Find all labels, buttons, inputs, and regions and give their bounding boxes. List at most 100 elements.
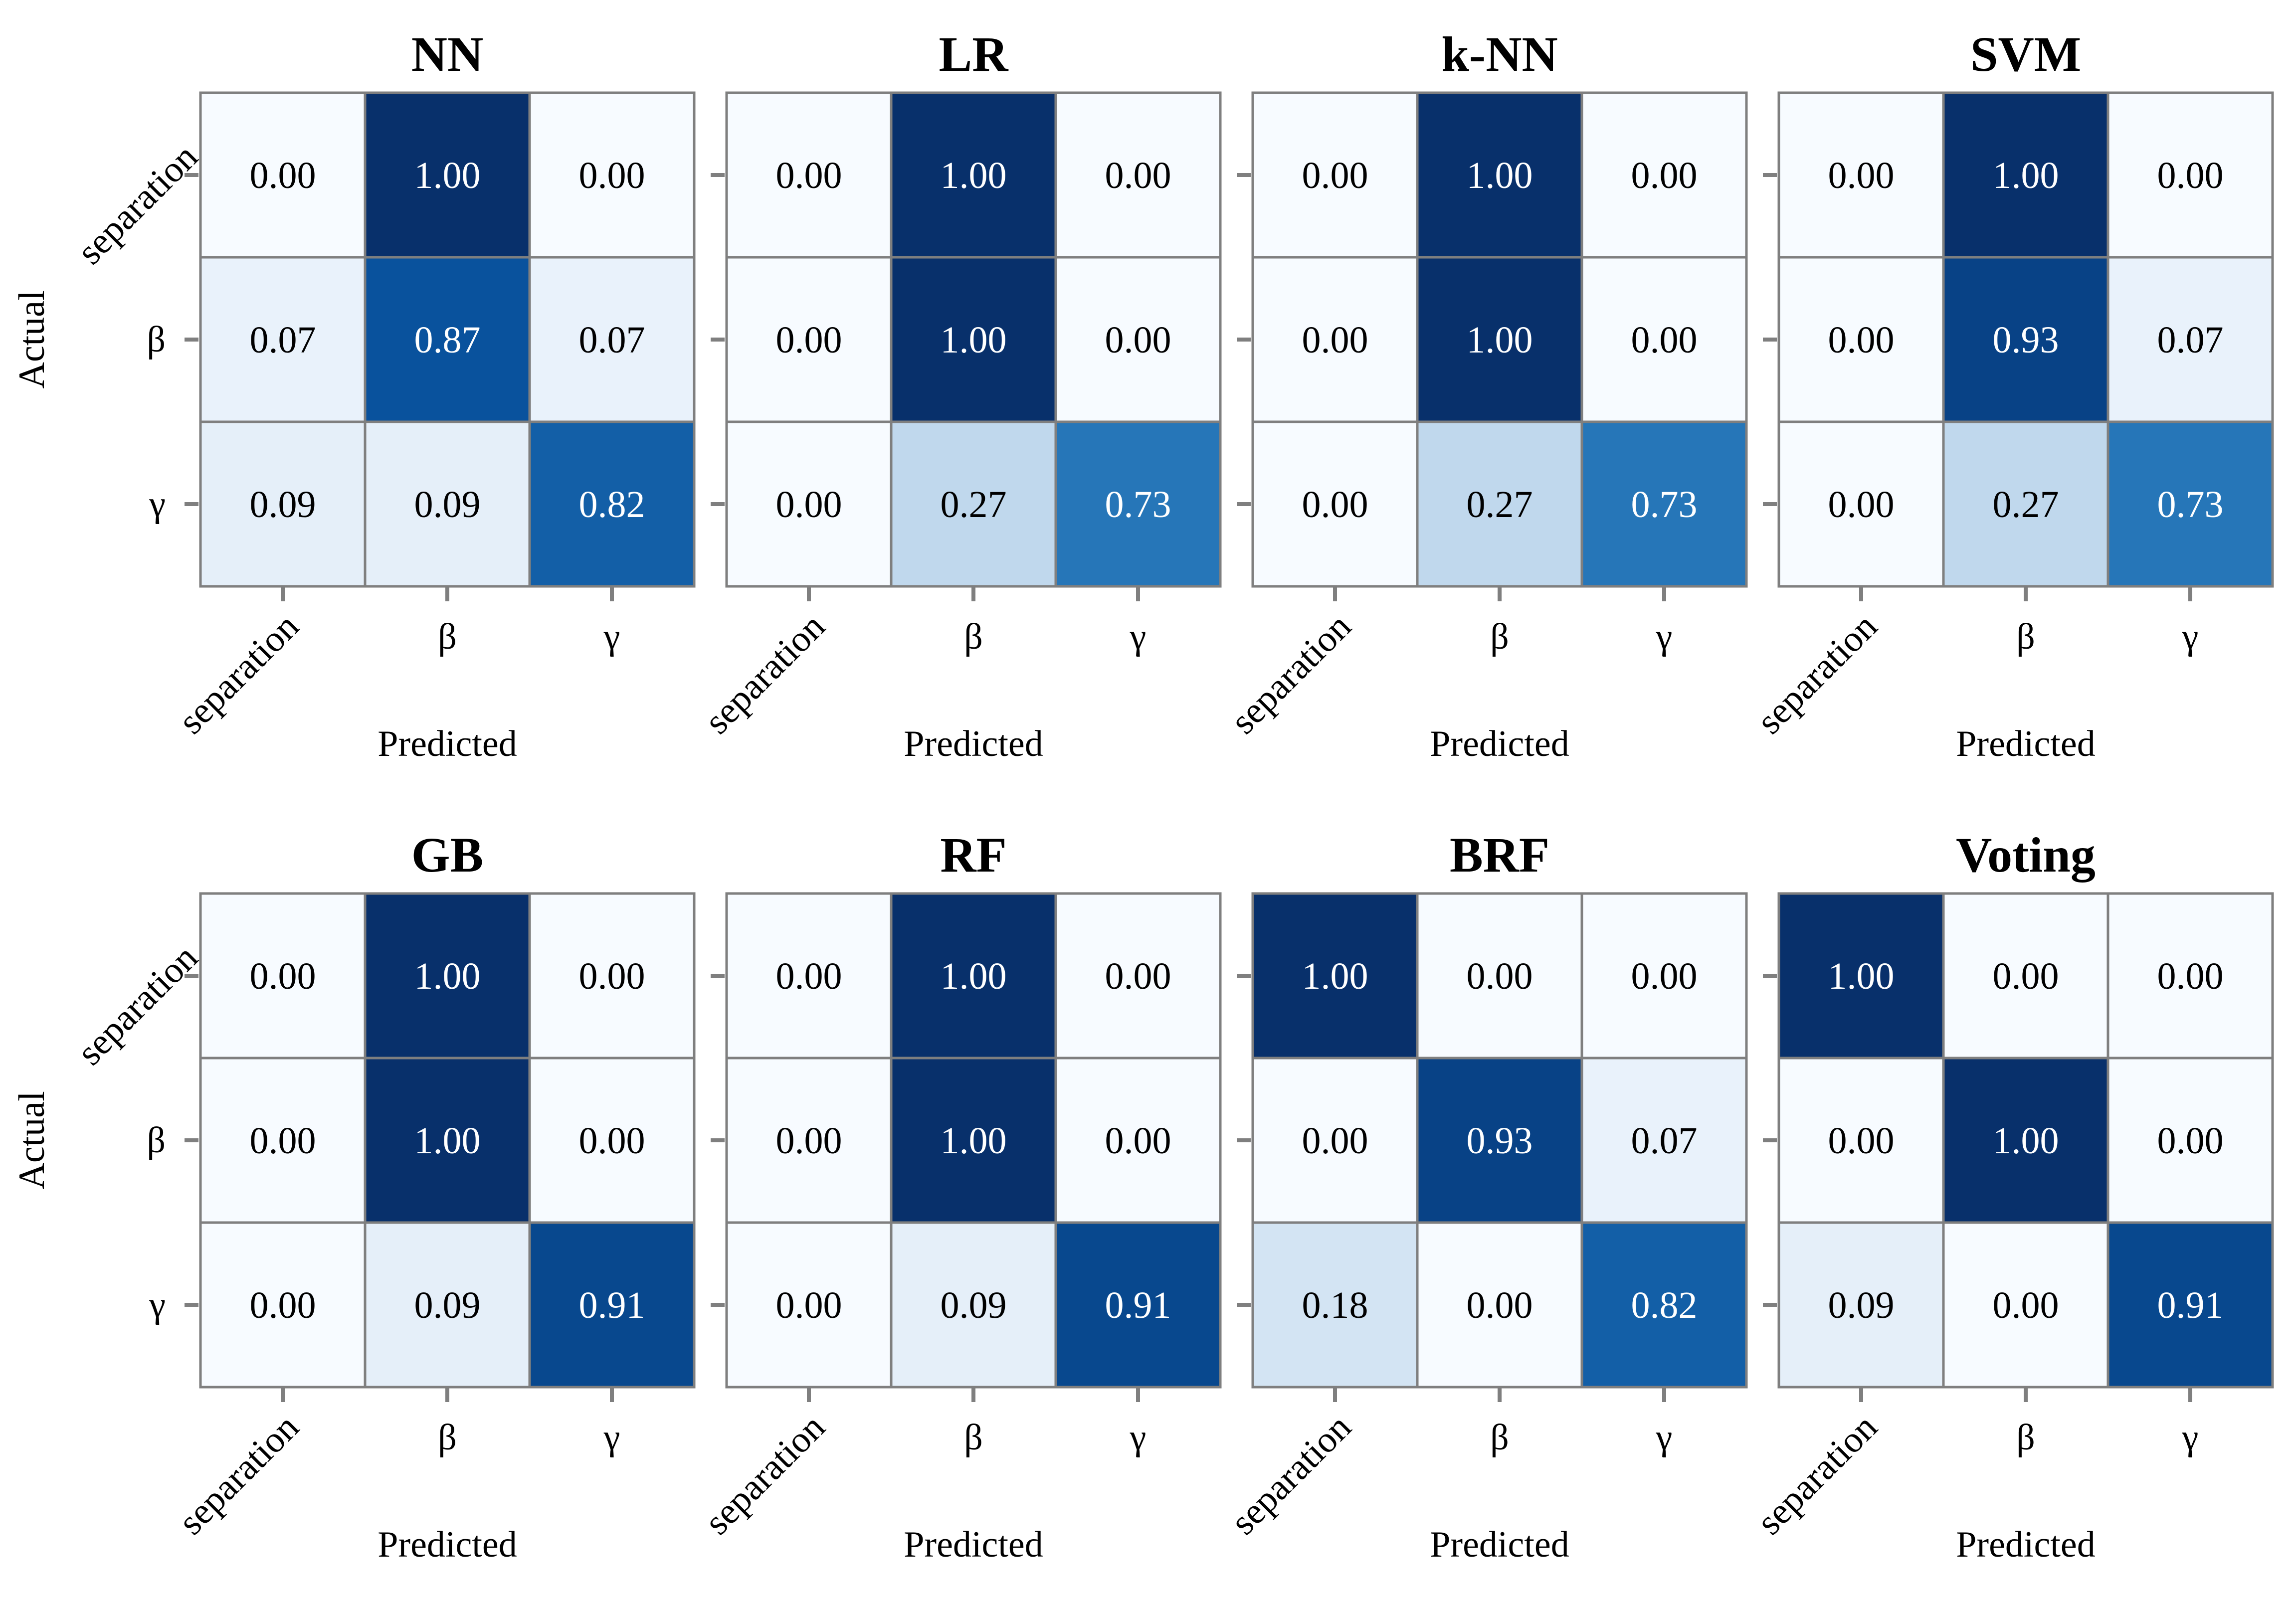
cell-value-label: 1.00	[941, 155, 1007, 196]
cell-value-label: 0.00	[250, 955, 316, 997]
cell-value-label: 0.00	[579, 1120, 645, 1162]
cell-value-label: 0.00	[1302, 1120, 1368, 1162]
cell-value-label: 1.00	[414, 1120, 481, 1162]
heatmap-cell	[1942, 1221, 2109, 1389]
heatmap-cell	[199, 1221, 367, 1389]
cell-value-label: 0.09	[250, 484, 316, 526]
cell-value-label: 0.07	[1631, 1120, 1698, 1162]
cell-value-label: 0.00	[776, 955, 842, 997]
x-axis-label: Predicted	[904, 723, 1043, 764]
heatmap-cell	[2106, 420, 2274, 588]
heatmap-cell	[528, 420, 696, 588]
x-tick-label: γ	[1656, 1417, 1673, 1458]
confusion-matrix-panel: BRF 1.00 0.00 0.00 0.00 0.93 0.07 0.18 0.00 0.82 s…	[1223, 827, 1748, 1565]
cell-value-label: 0.00	[1631, 955, 1698, 997]
heatmap-cell	[2106, 892, 2274, 1060]
cell-value-label: 0.00	[776, 1120, 842, 1162]
cell-value-label: 0.00	[776, 1284, 842, 1326]
heatmap-cell	[2106, 1221, 2274, 1389]
cell-value-label: 0.27	[941, 484, 1007, 526]
confusion-matrix-panel: RF 0.00 1.00 0.00 0.00 1.00 0.00 0.00 0.09 0.91 se…	[697, 827, 1222, 1565]
x-tick-label: separation	[171, 606, 307, 742]
cell-value-label: 0.00	[776, 484, 842, 526]
cell-value-label: 1.00	[1302, 955, 1368, 997]
cell-value-label: 0.73	[1631, 484, 1698, 526]
y-tick-label: β	[147, 1120, 166, 1161]
confusion-matrix-panel: SVM 0.00 1.00 0.00 0.00 0.93 0.07 0.00 0.27 0.73 s…	[1749, 26, 2274, 764]
panel-title: RF	[940, 827, 1006, 883]
x-axis-label: Predicted	[1956, 1524, 2095, 1565]
heatmap-cell	[1580, 1057, 1748, 1224]
cell-value-label: 0.00	[1105, 155, 1171, 196]
x-tick-label: γ	[603, 616, 620, 657]
cell-value-label: 0.00	[2157, 955, 2224, 997]
heatmap-cell	[1777, 256, 1945, 423]
confusion-matrix-panel: NN 0.00 1.00 0.00 0.07 0.87 0.07 0.09 0.09 0.82 se…	[11, 26, 696, 764]
cell-value-label: 0.00	[250, 155, 316, 196]
cell-value-label: 0.00	[1631, 319, 1698, 361]
x-tick-label: separation	[1223, 1407, 1359, 1543]
x-tick-label: γ	[2182, 1417, 2199, 1458]
x-tick-label: γ	[603, 1417, 620, 1458]
cell-value-label: 0.09	[1828, 1284, 1895, 1326]
cell-value-label: 0.00	[250, 1284, 316, 1326]
x-axis-label: Predicted	[1956, 723, 2095, 764]
y-tick-label: β	[147, 319, 166, 360]
x-tick-label: separation	[171, 1407, 307, 1543]
heatmap-cell	[1777, 1057, 1945, 1224]
cell-value-label: 0.27	[1993, 484, 2059, 526]
cell-value-label: 0.93	[1993, 319, 2059, 361]
cell-value-label: 0.00	[1993, 955, 2059, 997]
x-tick-label: separation	[697, 606, 833, 742]
x-axis-label: Predicted	[378, 1524, 517, 1565]
cell-value-label: 0.00	[579, 155, 645, 196]
x-tick-label: γ	[1130, 1417, 1147, 1458]
cell-value-label: 0.07	[250, 319, 316, 361]
x-tick-label: γ	[2182, 616, 2199, 657]
cell-value-label: 0.00	[1105, 955, 1171, 997]
x-tick-label: separation	[1749, 1407, 1885, 1543]
heatmap-cell	[1054, 256, 1222, 423]
heatmap-cell	[1777, 1221, 1945, 1389]
heatmap-cell	[890, 256, 1057, 423]
x-tick-label: β	[438, 616, 457, 657]
panel-title: BRF	[1450, 827, 1549, 883]
cell-value-label: 1.00	[414, 955, 481, 997]
heatmap-cell	[528, 1057, 696, 1224]
cell-value-label: 0.18	[1302, 1284, 1368, 1326]
cell-value-label: 0.00	[1467, 1284, 1533, 1326]
heatmap-cell	[1054, 420, 1222, 588]
x-tick-label: separation	[697, 1407, 833, 1543]
cell-value-label: 0.82	[579, 484, 645, 526]
panel-title: SVM	[1970, 26, 2081, 82]
cell-value-label: 0.91	[2157, 1284, 2224, 1326]
cell-value-label: 0.00	[1993, 1284, 2059, 1326]
x-tick-label: β	[2016, 1417, 2035, 1458]
panel-title: NN	[411, 26, 483, 82]
x-axis-label: Predicted	[904, 1524, 1043, 1565]
cell-value-label: 1.00	[941, 955, 1007, 997]
heatmap-cell	[1054, 892, 1222, 1060]
heatmap-cell	[364, 91, 531, 259]
heatmap-cell	[725, 256, 893, 423]
cell-value-label: 0.00	[1302, 319, 1368, 361]
x-tick-label: β	[1490, 616, 1509, 657]
panel-title: Voting	[1956, 827, 2096, 883]
heatmap-cell	[1054, 1057, 1222, 1224]
x-axis-label: Predicted	[1430, 723, 1569, 764]
heatmap-cell	[1942, 256, 2109, 423]
y-axis-label: Actual	[11, 1091, 52, 1189]
y-tick-label: separation	[69, 136, 205, 272]
cell-value-label: 0.00	[1828, 484, 1895, 526]
cell-value-label: 1.00	[1993, 1120, 2059, 1162]
heatmap-cell	[725, 1221, 893, 1389]
cell-value-label: 0.00	[1828, 319, 1895, 361]
cell-value-label: 0.93	[1467, 1120, 1533, 1162]
heatmap-cell	[528, 91, 696, 259]
panel-title: k-NN	[1441, 26, 1557, 82]
cell-value-label: 0.07	[2157, 319, 2224, 361]
x-axis-label: Predicted	[1430, 1524, 1569, 1565]
heatmap-cell	[1777, 892, 1945, 1060]
cell-value-label: 0.00	[2157, 1120, 2224, 1162]
